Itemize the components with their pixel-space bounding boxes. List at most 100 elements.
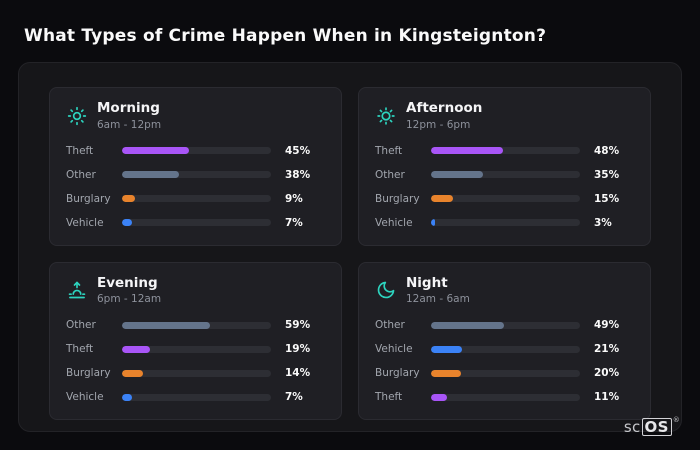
bar-row: Other 38% <box>66 166 325 184</box>
bar-fill <box>122 369 143 377</box>
bar-track <box>431 345 580 353</box>
bar-track <box>122 171 271 179</box>
bar-rows: Other 49% Vehicle 21% Burglary 20% Theft… <box>375 316 634 406</box>
bar-fill <box>122 171 179 179</box>
bar-row: Vehicle 3% <box>375 214 634 232</box>
bar-fill <box>431 369 461 377</box>
bar-value: 15% <box>594 192 620 205</box>
bar-track <box>431 171 580 179</box>
bar-rows: Theft 45% Other 38% Burglary 9% Vehicle … <box>66 142 325 232</box>
card-night-header: Night 12am - 6am <box>375 274 634 306</box>
scos-logo: sc OS ® <box>623 415 680 436</box>
bar-label: Burglary <box>66 367 111 380</box>
bar-value: 11% <box>594 391 620 404</box>
bar-value: 20% <box>594 367 620 380</box>
bar-value: 59% <box>285 319 311 332</box>
card-title: Afternoon <box>406 100 483 116</box>
bar-label: Vehicle <box>66 216 104 229</box>
registered-mark: ® <box>672 415 680 424</box>
bar-track <box>431 393 580 401</box>
bar-rows: Other 59% Theft 19% Burglary 14% Vehicle… <box>66 316 325 406</box>
sun-rays-icon <box>66 105 88 127</box>
logo-text-prefix: sc <box>623 417 641 436</box>
bar-fill <box>122 147 190 155</box>
bar-label: Other <box>66 319 96 332</box>
card-title: Night <box>406 274 448 291</box>
card-time-range: 12am - 6am <box>406 293 470 306</box>
bar-label: Burglary <box>375 192 420 205</box>
bar-track <box>431 369 580 377</box>
bar-value: 7% <box>285 216 303 229</box>
bar-label: Other <box>66 168 96 181</box>
moon-icon <box>375 279 397 301</box>
bar-fill <box>431 147 503 155</box>
card-time-range: 6am - 12pm <box>97 118 162 131</box>
bar-value: 21% <box>594 343 620 356</box>
card-afternoon-header: Afternoon 12pm - 6pm <box>375 100 634 131</box>
crime-times-panel: Morning 6am - 12pm Theft 45% Other 38% B… <box>18 62 682 432</box>
bar-label: Other <box>375 168 405 181</box>
page-title: What Types of Crime Happen When in Kings… <box>24 26 547 46</box>
bar-value: 38% <box>285 168 311 181</box>
bar-fill <box>122 345 151 353</box>
bar-row: Other 35% <box>375 166 634 184</box>
bar-value: 49% <box>594 319 620 332</box>
bar-fill <box>431 345 463 353</box>
card-morning: Morning 6am - 12pm Theft 45% Other 38% B… <box>49 87 342 246</box>
bar-row: Vehicle 21% <box>375 340 634 358</box>
sun-icon <box>375 105 397 127</box>
bar-track <box>122 219 271 227</box>
card-morning-header: Morning 6am - 12pm <box>66 100 325 131</box>
bar-row: Vehicle 7% <box>66 388 325 406</box>
bar-track <box>122 393 271 401</box>
bar-track <box>122 369 271 377</box>
card-title: Morning <box>97 100 160 116</box>
bar-fill <box>431 321 504 329</box>
card-time-range: 6pm - 12am <box>97 293 162 306</box>
bar-row: Burglary 9% <box>66 190 325 208</box>
bar-value: 35% <box>594 168 620 181</box>
bar-rows: Theft 48% Other 35% Burglary 15% Vehicle… <box>375 142 634 232</box>
bar-row: Theft 48% <box>375 142 634 160</box>
bar-value: 7% <box>285 391 303 404</box>
logo-text-box: OS <box>641 417 672 436</box>
bar-row: Burglary 20% <box>375 364 634 382</box>
card-night: Night 12am - 6am Other 49% Vehicle 21% B… <box>358 261 651 421</box>
bar-fill <box>122 195 136 203</box>
bar-label: Vehicle <box>375 216 413 229</box>
bar-track <box>122 147 271 155</box>
bar-row: Theft 11% <box>375 388 634 406</box>
bar-track <box>431 321 580 329</box>
bar-label: Vehicle <box>66 391 104 404</box>
bar-value: 48% <box>594 144 620 157</box>
bar-value: 9% <box>285 192 303 205</box>
bar-label: Burglary <box>375 367 420 380</box>
bar-value: 14% <box>285 367 311 380</box>
card-evening-header: Evening 6pm - 12am <box>66 274 325 306</box>
bar-fill <box>431 393 448 401</box>
bar-value: 45% <box>285 144 311 157</box>
bar-row: Theft 19% <box>66 340 325 358</box>
bar-row: Burglary 14% <box>66 364 325 382</box>
bar-track <box>122 345 271 353</box>
bar-label: Vehicle <box>375 343 413 356</box>
bar-fill <box>431 171 484 179</box>
bar-track <box>122 321 271 329</box>
card-title: Evening <box>97 274 158 291</box>
bar-label: Theft <box>375 391 403 404</box>
bar-label: Other <box>375 319 405 332</box>
bar-label: Burglary <box>66 192 111 205</box>
card-evening: Evening 6pm - 12am Other 59% Theft 19% B… <box>49 261 342 421</box>
bar-row: Vehicle 7% <box>66 214 325 232</box>
bar-row: Burglary 15% <box>375 190 634 208</box>
bar-value: 3% <box>594 216 612 229</box>
bar-fill <box>122 321 210 329</box>
bar-label: Theft <box>66 343 94 356</box>
card-time-range: 12pm - 6pm <box>406 118 471 131</box>
bar-track <box>431 195 580 203</box>
card-afternoon: Afternoon 12pm - 6pm Theft 48% Other 35%… <box>358 87 651 246</box>
bar-row: Other 59% <box>66 316 325 334</box>
bar-value: 19% <box>285 343 311 356</box>
bar-track <box>431 219 580 227</box>
bar-label: Theft <box>66 144 94 157</box>
